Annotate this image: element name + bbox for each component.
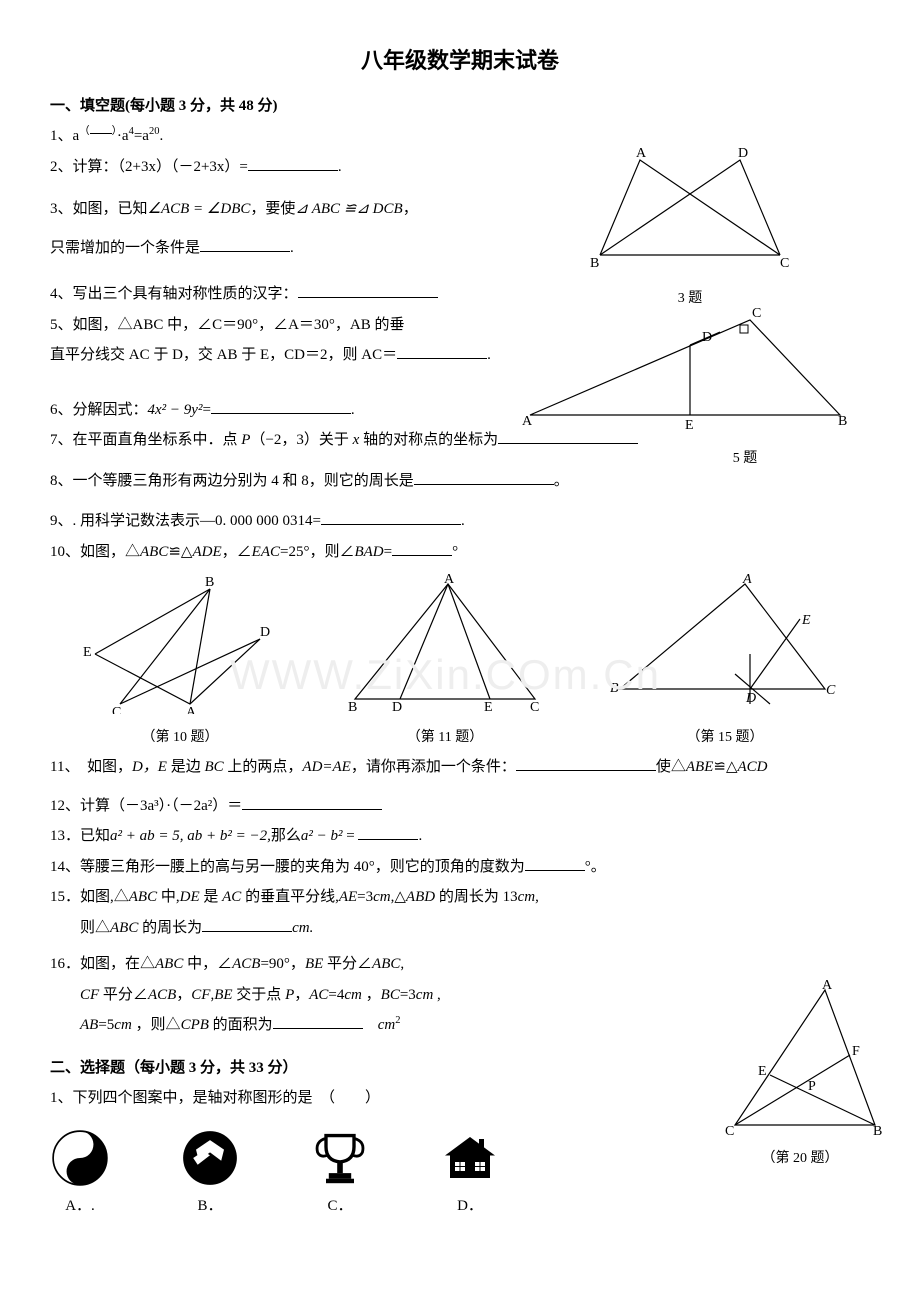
svg-text:C: C [112,705,121,714]
svg-text:B: B [348,700,357,714]
yinyang-icon [50,1128,110,1188]
svg-text:E: E [83,645,92,660]
svg-text:D: D [745,691,756,706]
svg-text:D: D [738,146,748,161]
question-15b: 则△ABC 的周长为cm. [50,914,870,943]
svg-text:D: D [702,330,712,345]
section1-head: 一、填空题(每小题 3 分，共 48 分) [50,92,870,121]
svg-text:A: A [444,574,455,587]
question-15a: 15．如图,△ABC 中,DE 是 AC 的垂直平分线,AE=3cm,△ABD … [50,883,870,912]
svg-text:A: A [186,705,197,714]
arrows-icon [180,1128,240,1188]
svg-text:E: E [685,418,694,433]
svg-text:C: C [826,683,836,698]
svg-text:D: D [260,625,270,640]
svg-text:C: C [780,256,789,271]
figure-q15: A B C D E （第 15 题） [610,574,840,751]
figure-q10: B D E C A （第 10 题） [80,574,280,751]
svg-text:D: D [392,700,402,714]
choice-c: C． [310,1128,370,1221]
svg-text:C: C [530,700,539,714]
svg-text:B: B [873,1124,882,1135]
page-title: 八年级数学期末试卷 [50,40,870,82]
question-10: 10、如图，△ABC≌△ADE，∠EAC=25°，则∠BAD=° [50,538,870,567]
svg-text:A: A [522,414,533,429]
svg-text:A: A [742,574,752,587]
svg-text:E: E [484,700,493,714]
svg-text:A: A [636,146,647,161]
svg-text:C: C [725,1124,734,1135]
figure-q20: A C B E F P （第 20 题） [710,980,890,1172]
figure-q20-label: （第 20 题） [710,1146,890,1173]
question-9: 9、. 用科学记数法表示—0. 000 000 0314=. [50,507,870,536]
svg-text:B: B [590,256,599,271]
figure-q5: A B C D E 5 题 [520,305,850,472]
figures-row: B D E C A （第 10 题） A B D E C （第 11 题） A … [50,574,870,751]
question-13: 13．已知a² + ab = 5, ab + b² = −2,那么a² − b²… [50,822,870,851]
svg-text:B: B [838,414,847,429]
trophy-icon [310,1128,370,1188]
figure-q3: A D B C 3 题 [580,145,800,312]
choice-b: B． [180,1128,240,1221]
svg-text:B: B [205,575,214,590]
svg-text:P: P [808,1079,816,1094]
question-11: 11、 如图，D，E 是边 BC 上的两点，AD=AE，请你再添加一个条件：使△… [50,753,870,782]
svg-text:B: B [610,681,619,696]
house-icon [440,1128,500,1188]
figure-q5-label: 5 题 [640,446,850,473]
question-16a: 16．如图，在△ABC 中，∠ACB=90°，BE 平分∠ABC, [50,950,870,979]
figure-q11: A B D E C （第 11 题） [340,574,550,751]
choice-a: A．. [50,1128,110,1221]
svg-text:E: E [758,1064,767,1079]
svg-text:E: E [801,613,811,628]
svg-text:C: C [752,306,761,321]
question-12: 12、计算（－3a³）·（－2a²）＝ [50,792,870,821]
svg-text:A: A [822,980,833,993]
svg-text:F: F [852,1044,860,1059]
choice-d: D． [440,1128,500,1221]
question-14: 14、等腰三角形一腰上的高与另一腰的夹角为 40°，则它的顶角的度数为°。 [50,853,870,882]
